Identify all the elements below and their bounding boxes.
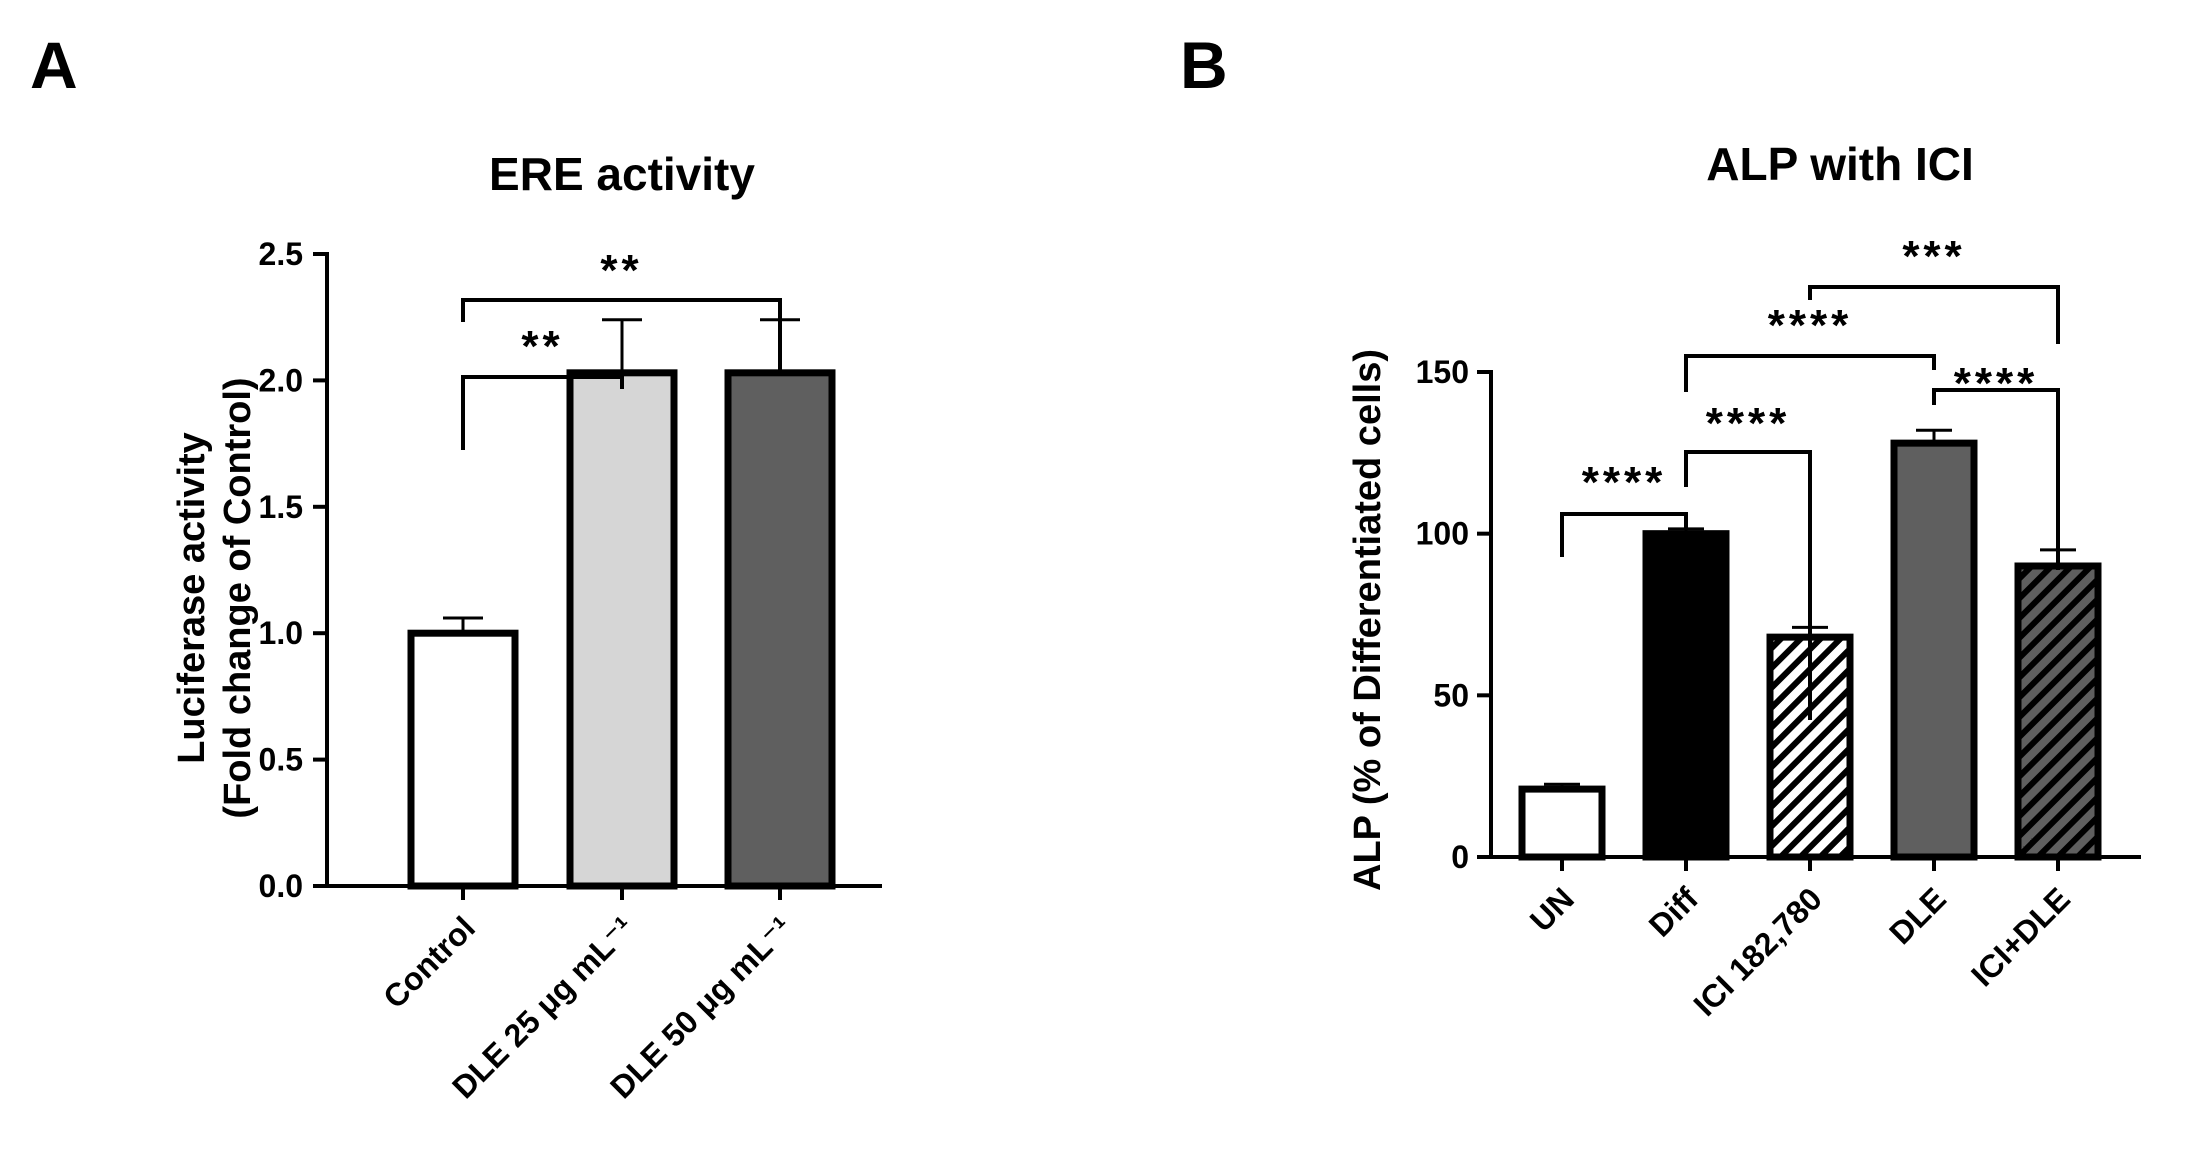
chart-b-category-label: ICI+DLE [1964,880,2077,993]
chart-b-significance-bracket [1808,285,2060,344]
chart-a-ytick-label: 0.5 [259,742,303,778]
chart-b-bar [1642,530,1730,861]
chart-b-ytick-label: 50 [1433,677,1469,713]
chart-b-ylabel: ALP (% of Differentiated cells) [1347,349,1389,891]
chart-b-category-label: DLE [1882,880,1953,951]
chart-b-ytick-label: 150 [1416,354,1469,390]
chart-b-significance-label: **** [1582,458,1667,507]
panel-letter-a: A [30,28,78,102]
chart-b-category-label: UN [1523,880,1581,938]
chart-b-significance-bracket [1560,512,1688,557]
chart-b-bar [2014,562,2102,861]
chart-b-significance-bracket [1684,354,1936,392]
chart-a-bar [566,369,678,890]
chart-b-category-label: Diff [1642,880,1705,943]
chart-a-ytick-label: 2.5 [259,236,303,272]
chart-b-bar [1890,439,1978,861]
chart-b-significance-bracket [1932,388,2060,570]
chart-b-ytick-label: 100 [1416,516,1469,552]
chart-b-significance-label: **** [1706,399,1791,448]
chart-b-significance-bracket [1684,450,1812,720]
chart-b-title: ALP with ICI [1706,138,1974,190]
chart-a-ytick-label: 0.0 [259,868,303,904]
chart-a-bar [407,629,519,890]
chart-b-bar [1518,785,1606,861]
chart-a-bar [724,369,836,890]
chart-a-significance-label: ** [521,322,563,371]
chart-b-significance-label: **** [1768,301,1853,350]
panel-letter-b: B [1180,28,1228,102]
chart-a-significance-label: ** [600,246,642,295]
chart-a-ytick-label: 2.0 [259,362,303,398]
chart-a-title: ERE activity [489,148,755,200]
chart-b-ytick-label: 0 [1451,839,1469,875]
chart-b-significance-label: *** [1902,232,1965,281]
chart-a-category-label: Control [376,909,482,1015]
chart-a-ylabel-line1: Luciferase activity [171,432,213,764]
chart-b-significance-label: **** [1954,359,2039,408]
chart-a-ytick-label: 1.0 [259,615,303,651]
chart-b-category-label: ICI 182,780 [1687,880,1829,1022]
chart-a-significance-bracket [461,298,782,376]
chart-a-ytick-label: 1.5 [259,489,303,525]
chart-a-significance-bracket [461,375,624,450]
chart-a-ylabel-line2: (Fold change of Control) [217,377,259,818]
